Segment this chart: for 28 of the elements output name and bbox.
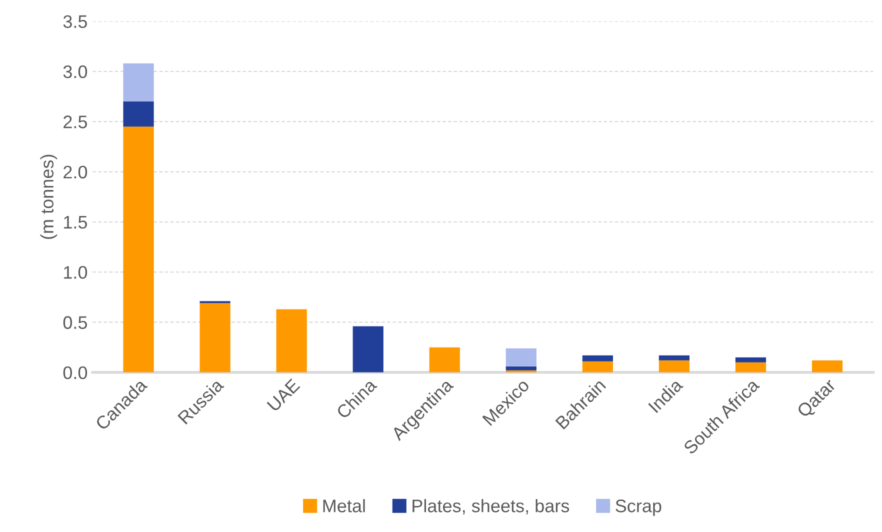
legend-label: Plates, sheets, bars [412,499,570,514]
bar [200,303,230,372]
bar [123,102,154,127]
y-tick-label: 1.0 [64,266,88,279]
y-tick-label: 0.5 [63,316,87,329]
y-tick-label: 3.0 [63,65,88,78]
bar [582,355,613,362]
bar [812,360,843,372]
y-tick-label: 1.5 [64,216,87,229]
y-axis-title: (m tonnes) [40,154,58,239]
bar [276,309,307,372]
y-tick-label: 0.0 [63,366,88,380]
bar [658,360,690,372]
y-tick-label: 3.5 [63,15,87,28]
bar [582,361,613,372]
y-tick-label: 2.5 [64,116,87,128]
bar [429,347,460,372]
bar [352,326,384,372]
legend-label: Scrap [616,500,662,516]
bar [735,357,766,362]
y-tick-label: 2.0 [64,166,88,178]
bar [123,126,154,372]
bar [735,362,766,372]
bar [506,366,536,370]
bar [123,63,154,102]
legend-label: Metal [323,499,365,512]
bar [658,355,690,360]
bar [506,348,536,366]
